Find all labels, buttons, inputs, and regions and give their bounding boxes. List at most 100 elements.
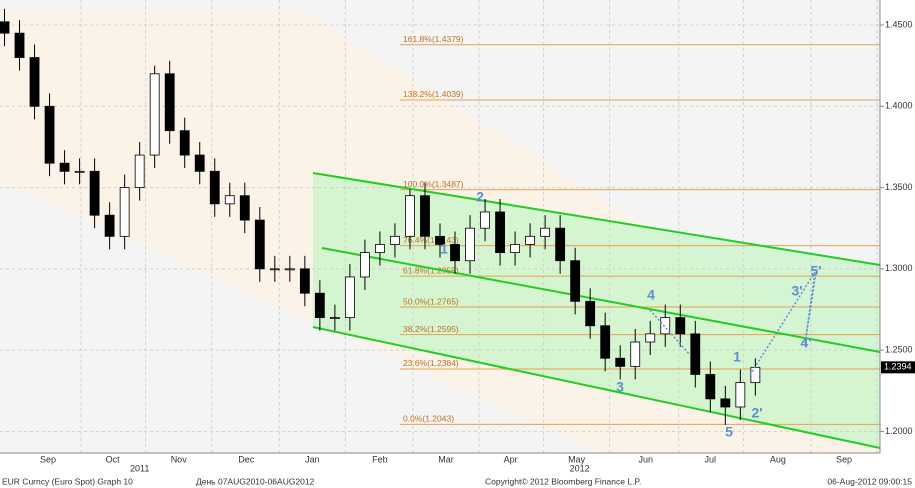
candle-body [299,268,310,294]
year-label: 2011 [130,463,149,473]
fib-label: 38.2%(1.2595) [403,324,459,334]
candle-body [329,317,340,320]
candle-body [420,195,430,237]
candle-body [585,300,596,327]
fib-label: 138.2%(1.4039) [403,89,464,99]
wave-label: 5' [810,263,821,279]
wave-label: 2' [751,405,762,421]
candle-body [690,333,701,375]
candle-body [720,398,731,408]
candle-body [239,195,250,221]
x-tick-label: Aug [770,454,786,464]
candle-body [615,357,626,367]
candle-body [630,341,641,367]
x-tick-label: Feb [372,454,388,464]
x-tick-label: May [568,454,586,464]
candle-body [344,276,355,319]
x-tick-label: Dec [238,454,255,464]
footer-timestamp: 06-Aug-2012 09:00:15 [827,476,912,486]
candle-body [74,170,85,173]
candle-body [224,195,235,205]
last-price-tag [881,361,915,374]
x-tick-label: Jul [705,454,717,464]
wave-label: 4 [647,287,655,303]
footer-left: EUR Curncy (Euro Spot) Graph 10 [2,476,133,486]
candle-body [645,333,656,343]
x-tick-label: Mar [438,454,454,464]
candle-body [750,366,761,384]
grid [0,0,880,453]
fibonacci: 161.8%(1.4379) 138.2%(1.4039) 100.0%(1.348… [400,34,880,425]
x-tick-label: Sep [836,454,852,464]
candle-body [570,260,581,302]
wave-label: 2 [476,189,484,205]
candle-body [29,57,40,107]
candle-body [510,244,520,253]
candle-body [705,374,716,400]
candle-body [660,317,671,335]
candle-body [375,244,385,253]
candle-body [119,187,130,237]
candle-body [194,154,205,172]
wave-label: 3' [791,283,802,299]
candle-body [435,235,445,245]
candle-body [89,170,100,216]
candle-body [675,317,686,335]
x-tick-label: Sep [40,454,56,464]
wave-labels: 1 2 3 4 5 1 2' 3' 4' 5' [440,189,821,440]
x-tick-label: Oct [106,454,121,464]
axes: 1.2000 1.2500 1.3000 1.3500 1.4000 1.4500 Sep O… [40,19,915,473]
candle-body [465,227,475,262]
candle-body [390,235,400,245]
candle-body [269,268,280,271]
wave-label: 1 [733,349,741,365]
candle-body [44,105,55,164]
candle-body [600,325,611,359]
candle-body [480,211,490,229]
candle-body [314,292,325,319]
candle-body [164,73,175,132]
candle-body [405,195,415,237]
projection [749,271,817,376]
fib-label: 61.8%(1.2955) [403,265,459,275]
candle-body [735,382,746,408]
candle-body [540,227,551,237]
fib-label: 100.0%(1.3487) [403,179,464,189]
wave-label: 3 [616,379,624,395]
x-tick-label: Jun [638,454,653,464]
x-tick-label: Apr [504,454,518,464]
candle-body [149,73,160,156]
candle-body [134,154,145,188]
y-tick-label: 1.2500 [885,344,913,354]
x-tick-label: Nov [171,454,188,464]
candle-body [179,130,190,156]
candle-body [104,214,115,237]
y-tick-label: 1.3500 [885,182,913,192]
y-tick-label: 1.4000 [885,101,913,111]
candle-body [254,219,265,270]
candle-body [0,21,10,34]
wave-label: 5 [725,424,733,440]
candle-body [525,235,536,245]
candles [0,8,761,425]
channel-middle [321,247,881,353]
fib-label: 23.6%(1.2384) [403,358,459,368]
footer-range: День 07AUG2010-06AUG2012 [196,476,315,486]
y-tick-label: 1.4500 [885,19,913,29]
footer-copyright: Copyright© 2012 Bloomberg Finance L.P. [485,476,641,486]
candle-body [555,227,566,262]
candle-body [360,252,370,278]
candle-body [59,162,70,172]
candle-body [284,268,295,271]
candle-body [209,170,220,205]
fib-label: 50.0%(1.2765) [403,296,459,306]
y-tick-label: 1.2000 [885,426,913,436]
y-tick-label: 1.3000 [885,263,913,273]
x-tick-label: Jan [305,454,320,464]
candle-body [450,244,460,262]
year-label: 2012 [570,463,590,473]
wave-label: 1 [440,241,448,257]
channel-lower [312,326,881,449]
channel-upper [312,172,881,266]
